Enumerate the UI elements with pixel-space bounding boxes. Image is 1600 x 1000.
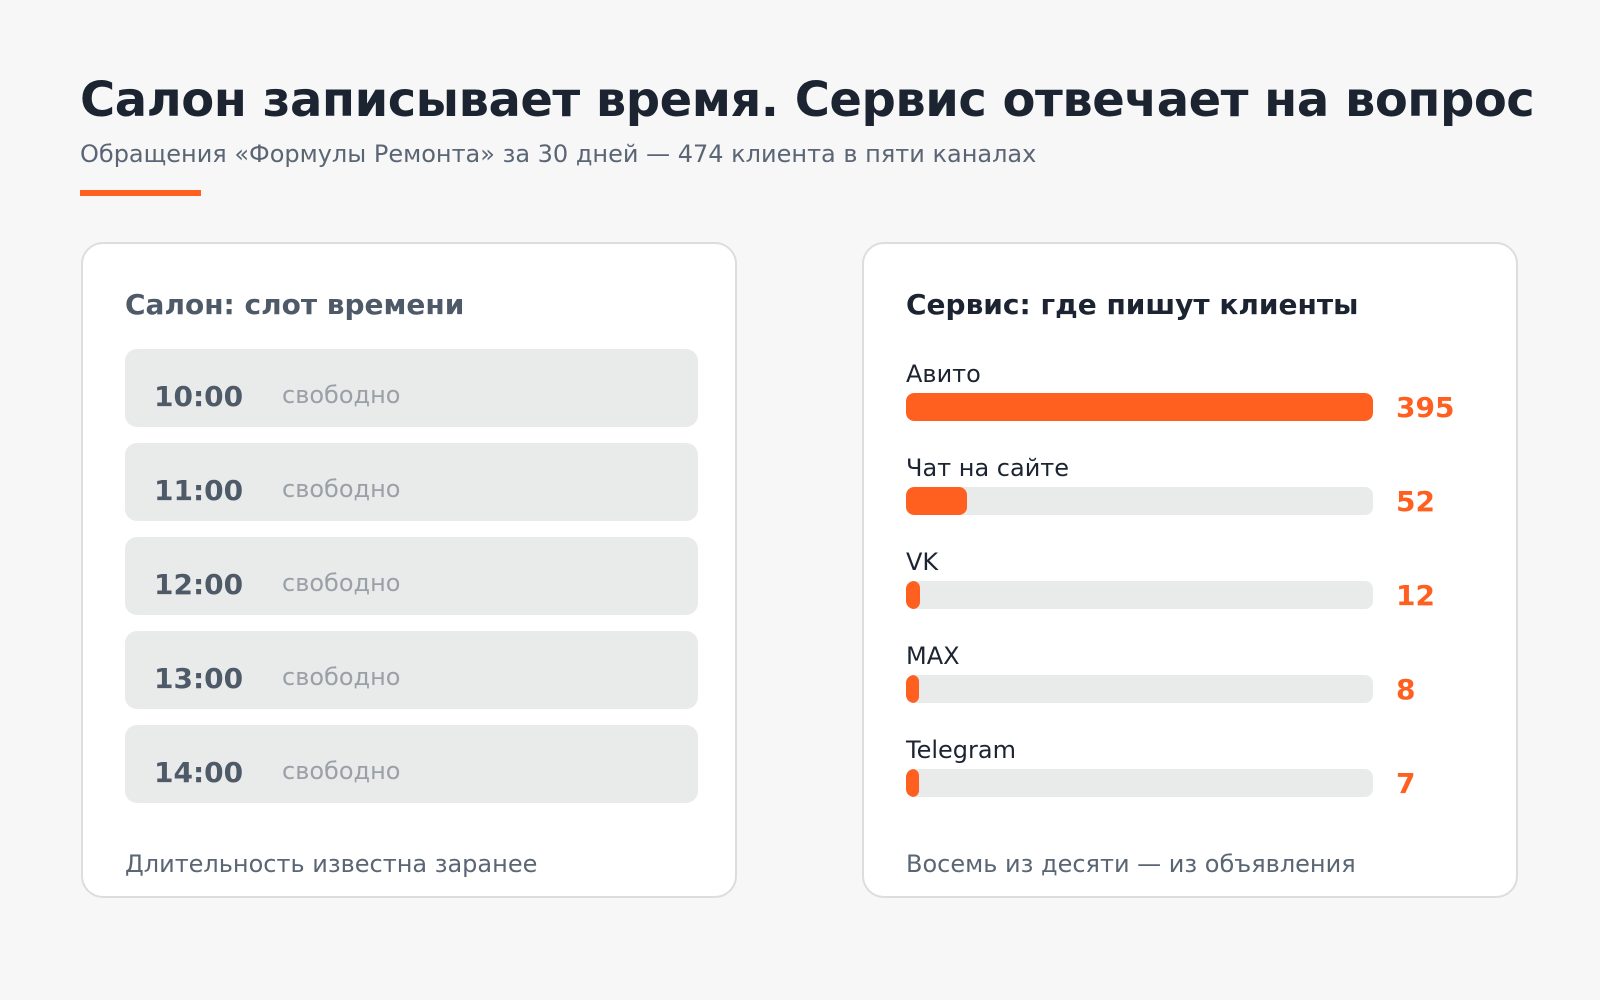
slot-time: 13:00: [154, 662, 244, 695]
slot-time: 12:00: [154, 568, 244, 601]
bar-label-telegram: Telegram: [906, 736, 1016, 764]
bar-avito: [906, 393, 1373, 421]
bar-label-site-chat: Чат на сайте: [906, 454, 1070, 482]
accent-rule: [80, 190, 201, 196]
slot-status: свободно: [282, 663, 401, 691]
service-card: Сервис: где пишут клиенты Авито 395 Чат …: [862, 242, 1518, 898]
time-slot-4[interactable]: 13:00 свободно: [125, 631, 698, 709]
time-slot-1[interactable]: 10:00 свободно: [125, 349, 698, 427]
bar-track: [906, 393, 1373, 421]
page-subtitle: Обращения «Формулы Ремонта» за 30 дней —…: [80, 140, 1037, 168]
bar-telegram: [906, 769, 919, 797]
time-slot-3[interactable]: 12:00 свободно: [125, 537, 698, 615]
service-card-title: Сервис: где пишут клиенты: [906, 288, 1359, 321]
service-footer-note: Восемь из десяти — из объявления: [906, 850, 1356, 878]
bar-label-max: MAX: [906, 642, 960, 670]
bar-value-telegram: 7: [1396, 767, 1416, 800]
bar-label-vk: VK: [906, 548, 939, 576]
page-title: Салон записывает время. Сервис отвечает …: [80, 72, 1535, 128]
slot-status: свободно: [282, 569, 401, 597]
salon-footer-note: Длительность известна заранее: [125, 850, 538, 878]
slot-status: свободно: [282, 475, 401, 503]
bar-track: [906, 581, 1373, 609]
bar-value-max: 8: [1396, 673, 1416, 706]
bar-track: [906, 675, 1373, 703]
bar-value-vk: 12: [1396, 579, 1435, 612]
bar-track: [906, 769, 1373, 797]
bar-label-avito: Авито: [906, 360, 981, 388]
time-slot-2[interactable]: 11:00 свободно: [125, 443, 698, 521]
slot-time: 14:00: [154, 756, 244, 789]
salon-card: Салон: слот времени 10:00 свободно 11:00…: [81, 242, 737, 898]
bar-track: [906, 487, 1373, 515]
bar-vk: [906, 581, 921, 609]
salon-card-title: Салон: слот времени: [125, 288, 465, 321]
slot-status: свободно: [282, 381, 401, 409]
bar-max: [906, 675, 919, 703]
slot-status: свободно: [282, 757, 401, 785]
bar-value-avito: 395: [1396, 391, 1455, 424]
slot-time: 11:00: [154, 474, 244, 507]
bar-value-site-chat: 52: [1396, 485, 1435, 518]
time-slot-5[interactable]: 14:00 свободно: [125, 725, 698, 803]
slot-time: 10:00: [154, 380, 244, 413]
bar-site-chat: [906, 487, 968, 515]
